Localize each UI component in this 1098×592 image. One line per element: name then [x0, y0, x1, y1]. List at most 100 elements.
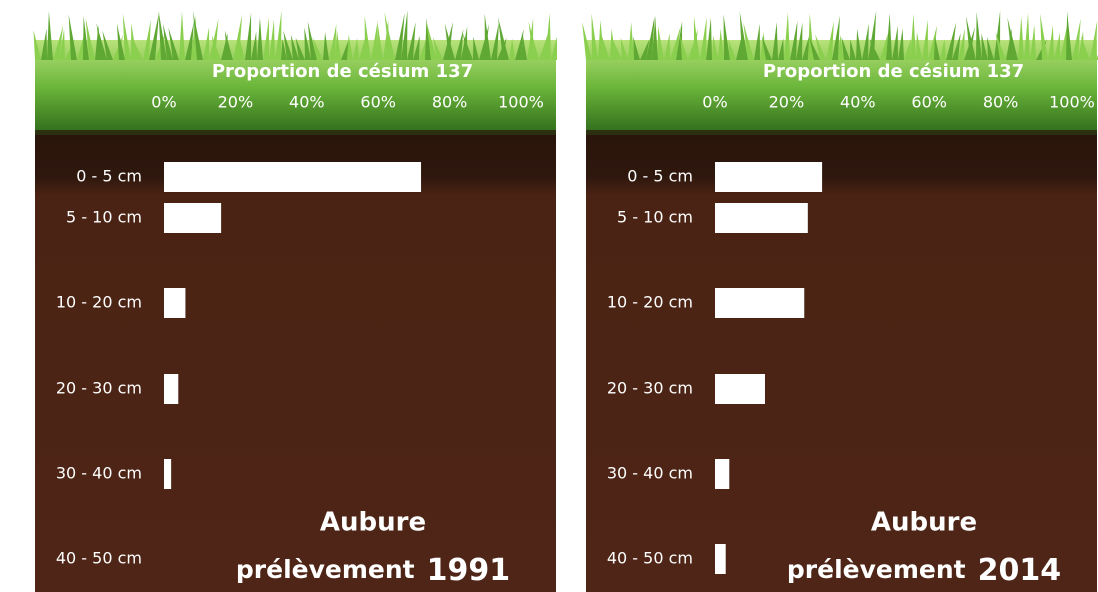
y-tick-label: 20 - 30 cm [607, 379, 693, 398]
soil [35, 120, 556, 592]
y-tick-label: 40 - 50 cm [56, 549, 142, 568]
grass-blade [263, 17, 269, 60]
grass-blade [693, 16, 700, 61]
grass-blade [1007, 17, 1018, 60]
grass-blade [910, 14, 916, 61]
grass-blade [760, 32, 766, 60]
y-tick-label: 10 - 20 cm [607, 293, 693, 312]
grass-blade [539, 33, 548, 60]
grass-blade [1024, 13, 1030, 60]
grass-blade [59, 29, 65, 60]
grass-blade [545, 12, 551, 60]
grass-blade [347, 34, 353, 60]
annotation-year: 2014 [978, 553, 1062, 588]
grass-blade [946, 22, 957, 60]
grass-blade [680, 36, 688, 60]
y-tick-label: 30 - 40 cm [607, 464, 693, 483]
grass-blade [224, 30, 233, 60]
y-tick-label: 20 - 30 cm [56, 379, 142, 398]
grass-blade [743, 22, 754, 60]
grass-blade [359, 36, 366, 60]
grass-blade [193, 11, 203, 60]
grass-blade [473, 36, 479, 60]
grass-blade [981, 33, 988, 60]
grass-blade [856, 28, 862, 60]
x-tick-label: 0% [151, 93, 176, 112]
grass-blade [718, 28, 724, 60]
grass-blade [790, 21, 798, 60]
grass-blade [1060, 21, 1068, 60]
grass-blade [1018, 16, 1024, 60]
grass-blade [670, 25, 681, 60]
grass-blade [401, 10, 408, 60]
grass-blade [611, 35, 622, 60]
x-tick-label: 100% [1049, 93, 1095, 112]
grass-blade [203, 26, 210, 60]
grass-blade [802, 34, 810, 60]
grass-blade [221, 33, 228, 60]
grass-blade [676, 20, 683, 60]
x-tick-label: 80% [432, 93, 468, 112]
grass-blade [922, 19, 928, 60]
bar [164, 374, 179, 404]
grass-blade [116, 23, 125, 61]
y-tick-label: 10 - 20 cm [56, 293, 142, 312]
grass-blade [237, 32, 245, 60]
grass-blade [521, 36, 527, 60]
grass-blade [916, 31, 922, 60]
grass-blade [461, 26, 468, 60]
grass-blade [155, 33, 165, 60]
x-tick-label: 60% [911, 93, 947, 112]
y-tick-label: 5 - 10 cm [617, 208, 693, 227]
grass-blade [407, 22, 416, 60]
grass-blade [886, 13, 892, 60]
grass-blade [646, 16, 655, 61]
grass-blade [211, 35, 221, 60]
annotation: prélèvement 1991 [236, 553, 510, 588]
grass-blade [95, 24, 101, 60]
grass-blade [275, 10, 282, 60]
grass-blade [1066, 11, 1072, 60]
annotation-label: prélèvement [787, 555, 966, 584]
grass-blade [395, 12, 405, 60]
grass-blade [443, 21, 453, 60]
grass-blade [102, 30, 113, 60]
grass-blade [869, 38, 880, 60]
x-tick-label: 100% [498, 93, 544, 112]
grass-blade [934, 35, 940, 60]
grass-blade [778, 38, 784, 60]
grass-blade [880, 33, 888, 60]
grass-blade [41, 28, 47, 60]
grass-blade [964, 27, 975, 60]
annotation: prélèvement 2014 [787, 553, 1061, 588]
grass-blade [179, 11, 185, 60]
grass-blade [633, 36, 640, 60]
bar [715, 288, 805, 318]
grass-blade [47, 11, 53, 60]
x-tick-label: 40% [840, 93, 876, 112]
bar [715, 162, 823, 192]
grass-blade [281, 38, 287, 60]
grass-blade [323, 32, 329, 60]
grass-blade [1081, 35, 1090, 60]
grass-blade [251, 31, 257, 60]
grass-blade [444, 23, 455, 61]
grass-blade [620, 37, 628, 60]
topsoil-shade [586, 130, 1097, 142]
grass-blade [377, 20, 383, 61]
grass-blade [940, 39, 946, 60]
grass-blade [33, 30, 41, 60]
grass-blade [952, 33, 961, 60]
annotation-label: prélèvement [236, 555, 415, 584]
grass-blade [958, 29, 965, 60]
grass-blade [162, 23, 173, 60]
grass-blade [290, 34, 299, 60]
grass-blade [83, 15, 89, 60]
grass-blade [723, 14, 730, 60]
grass-blade [364, 15, 371, 61]
grass-blade [712, 35, 718, 60]
topsoil-shade [35, 130, 556, 142]
x-tick-label: 40% [289, 93, 325, 112]
grass-blade [509, 38, 515, 60]
grass-blade [149, 11, 160, 60]
